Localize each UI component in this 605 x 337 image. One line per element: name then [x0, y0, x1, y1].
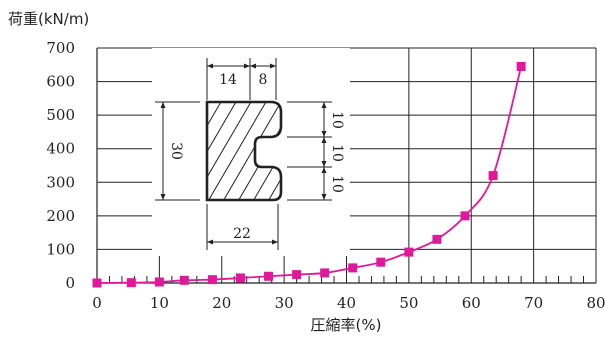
dimension-lines	[155, 58, 332, 250]
x-tick-label: 0	[92, 294, 102, 312]
dim-right-3: 10	[329, 175, 345, 193]
y-tick-label: 400	[46, 140, 75, 158]
data-point	[154, 277, 164, 287]
cross-section-inset: 14 8 30 10 10 10 22	[152, 48, 350, 256]
y-tick-label: 700	[46, 39, 75, 57]
y-tick-labels: 0 100 200 300 400 500 600 700	[46, 39, 75, 292]
data-point	[488, 171, 498, 181]
data-point	[179, 275, 189, 285]
dim-right-1: 10	[329, 111, 345, 129]
data-point	[460, 211, 470, 221]
data-point	[264, 271, 274, 281]
data-point	[404, 247, 414, 257]
series-line	[96, 66, 523, 284]
y-tick-label: 0	[65, 274, 75, 292]
data-point	[235, 273, 245, 283]
dim-top-a: 14	[219, 72, 237, 88]
data-point	[348, 263, 358, 273]
y-axis-title: 荷重(kN/m)	[8, 10, 89, 28]
y-tick-label: 300	[46, 173, 75, 191]
cross-section-outline	[205, 100, 283, 202]
y-tick-label: 100	[46, 240, 75, 258]
data-point	[92, 278, 102, 288]
dim-right-2: 10	[329, 144, 345, 162]
data-point	[126, 278, 136, 288]
data-point	[320, 268, 330, 278]
x-tick-labels: 0 10 20 30 40 50 60 70 80	[92, 294, 605, 312]
y-tick-label: 200	[46, 207, 75, 225]
x-tick-label: 80	[586, 294, 605, 312]
x-tick-label: 10	[150, 294, 169, 312]
x-tick-label: 30	[275, 294, 294, 312]
dim-height: 30	[168, 142, 184, 160]
data-point	[207, 275, 217, 285]
x-tick-label: 60	[462, 294, 481, 312]
x-axis-title: 圧縮率(%)	[311, 316, 382, 334]
y-tick-label: 600	[46, 73, 75, 91]
dimension-arrows	[160, 63, 327, 245]
inset-background	[152, 48, 350, 256]
y-tick-label: 500	[46, 106, 75, 124]
data-point	[292, 270, 302, 280]
series-layer	[92, 61, 526, 288]
x-tick-label: 40	[337, 294, 356, 312]
data-point	[376, 257, 386, 267]
x-tick-label: 70	[524, 294, 543, 312]
data-point	[432, 234, 442, 244]
x-tick-label: 50	[399, 294, 418, 312]
dim-bottom: 22	[233, 226, 251, 242]
data-point	[516, 61, 526, 71]
x-tick-label: 20	[212, 294, 231, 312]
dim-top-b: 8	[259, 72, 268, 88]
